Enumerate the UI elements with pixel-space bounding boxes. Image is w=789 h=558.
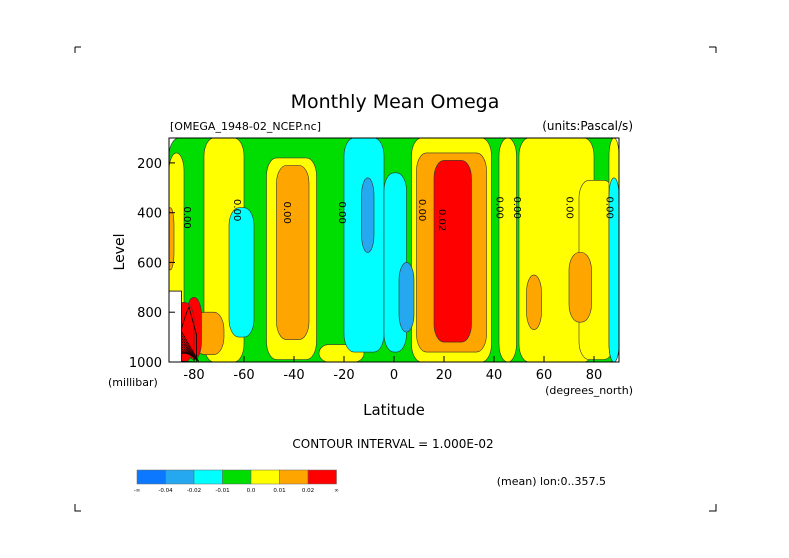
heatmap-region-22 bbox=[608, 177, 619, 362]
contour-label-8: 0.00 bbox=[564, 197, 575, 219]
contour-label-1: 0.00 bbox=[231, 199, 242, 221]
y-tick-label-4: 200 bbox=[137, 157, 162, 172]
chart-title: Monthly Mean Omega bbox=[291, 91, 500, 113]
colorbar-legend: -∞ -0.04 -0.02 -0.01 0.0 0.01 0.02 ∞ bbox=[134, 469, 339, 494]
x-tick-label-1: -60 bbox=[233, 368, 254, 383]
x-tick-label-5: 20 bbox=[436, 368, 453, 383]
x-tick-label-7: 60 bbox=[536, 368, 553, 383]
y-tick-label-0: 1000 bbox=[129, 356, 162, 371]
y-tick-label-3: 400 bbox=[137, 207, 162, 222]
colorbar-label-2: -0.02 bbox=[187, 488, 201, 494]
heatmap-region-16 bbox=[433, 160, 472, 343]
x-axis-unit-label: (degrees_north) bbox=[545, 384, 633, 397]
heatmap-region-14 bbox=[526, 274, 542, 330]
heatmap-region-11 bbox=[276, 165, 310, 340]
colorbar-label-6: 0.02 bbox=[302, 488, 314, 494]
corner-mark-bottom-left bbox=[74, 504, 81, 512]
y-axis-label: Level bbox=[112, 234, 128, 271]
colorbar-label-7: ∞ bbox=[334, 488, 339, 494]
y-axis-ticks: 1000 800 600 400 200 bbox=[129, 157, 175, 371]
dataset-label: [OMEGA_1948-02_NCEP.nc] bbox=[170, 120, 321, 133]
y-tick-label-2: 600 bbox=[137, 256, 162, 271]
y-axis-unit-label: (millibar) bbox=[108, 376, 158, 389]
heatmap-region-23 bbox=[361, 177, 375, 253]
heatmap-layer bbox=[169, 138, 619, 362]
colorbar-swatch-0 bbox=[136, 469, 166, 485]
x-axis-label: Latitude bbox=[363, 401, 425, 419]
colorbar-label-3: -0.01 bbox=[215, 488, 229, 494]
contour-label-4: 0.00 bbox=[416, 199, 427, 221]
contour-label-layer: 0.00 0.00 0.00 0.00 0.00 0.02 0.00 0.00 0.00 0.00 bbox=[181, 197, 615, 232]
heatmap-regions bbox=[169, 138, 619, 362]
colorbar-swatch-1 bbox=[165, 469, 195, 485]
contour-label-2: 0.00 bbox=[281, 202, 292, 224]
colorbar-label-4: 0.0 bbox=[247, 488, 256, 494]
colorbar-label-0: -∞ bbox=[134, 488, 141, 494]
heatmap-region-13 bbox=[568, 252, 592, 323]
contour-label-5: 0.02 bbox=[436, 209, 447, 231]
x-tick-label-3: -20 bbox=[333, 368, 354, 383]
colorbar-label-1: -0.04 bbox=[158, 488, 173, 494]
contour-label-7: 0.00 bbox=[511, 197, 522, 219]
units-label: (units:Pascal/s) bbox=[542, 119, 633, 133]
colorbar-swatch-2 bbox=[193, 469, 223, 485]
corner-mark-bottom-right bbox=[709, 504, 717, 512]
contour-label-3: 0.00 bbox=[336, 202, 347, 224]
x-tick-label-2: -40 bbox=[283, 368, 304, 383]
contour-label-9: 0.00 bbox=[604, 197, 615, 219]
corner-mark-top-right bbox=[709, 46, 717, 53]
heatmap-region-15 bbox=[169, 207, 175, 271]
y-tick-label-1: 800 bbox=[137, 306, 162, 321]
heatmap-region-21 bbox=[228, 207, 255, 338]
contour-label-6: 0.00 bbox=[494, 197, 505, 219]
mean-lon-note: (mean) lon:0..357.5 bbox=[497, 475, 606, 488]
x-axis-ticks: -80 -60 -40 -20 0 20 40 60 80 bbox=[183, 356, 602, 383]
missing-data-area bbox=[169, 290, 182, 362]
heatmap-region-24 bbox=[398, 262, 415, 333]
x-tick-label-4: 0 bbox=[390, 368, 398, 383]
x-tick-label-0: -80 bbox=[183, 368, 204, 383]
x-tick-label-6: 40 bbox=[486, 368, 503, 383]
colorbar-swatch-5 bbox=[279, 469, 309, 485]
corner-mark-top-left bbox=[74, 46, 81, 53]
x-tick-label-8: 80 bbox=[586, 368, 603, 383]
colorbar-swatch-4 bbox=[250, 469, 280, 485]
colorbar-swatch-3 bbox=[222, 469, 252, 485]
contour-interval-label: CONTOUR INTERVAL = 1.000E-02 bbox=[292, 437, 493, 451]
heatmap-region-6 bbox=[498, 138, 517, 362]
colorbar-swatch-6 bbox=[307, 469, 337, 485]
colorbar-label-5: 0.01 bbox=[273, 488, 285, 494]
contour-label-0: 0.00 bbox=[181, 206, 192, 228]
corner-marks bbox=[74, 46, 717, 512]
